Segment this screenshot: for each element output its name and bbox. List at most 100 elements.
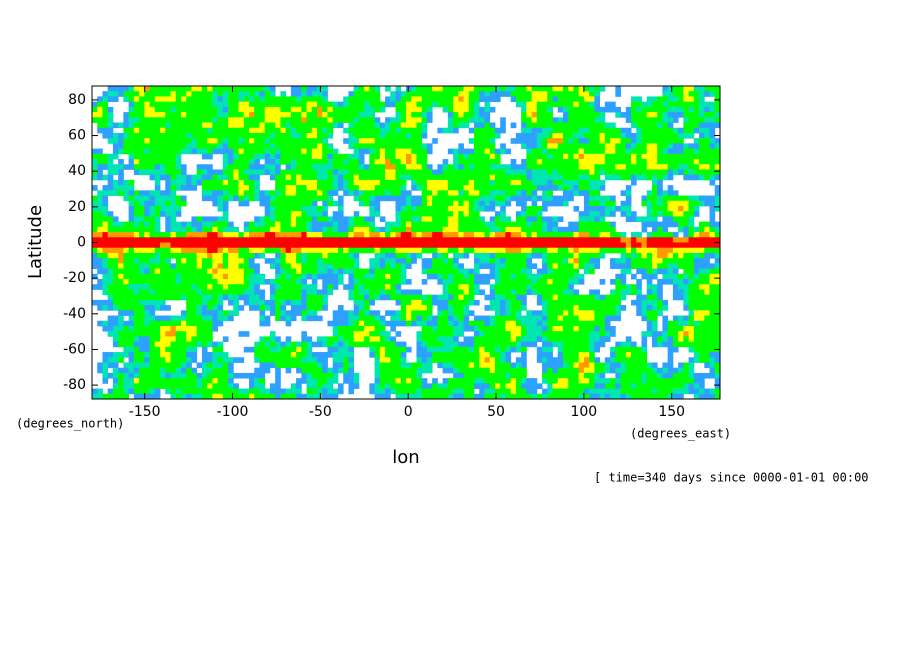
contour-cell: [170, 174, 177, 181]
contour-cell: [536, 232, 543, 238]
contour-cell: [489, 284, 496, 290]
contour-cell: [322, 169, 328, 176]
contour-cell: [280, 143, 287, 149]
contour-cell: [505, 294, 512, 301]
contour-cell: [426, 367, 433, 374]
contour-cell: [353, 86, 360, 92]
contour-cell: [573, 310, 580, 316]
contour-cell: [536, 205, 543, 212]
contour-cell: [358, 284, 365, 290]
contour-cell: [416, 122, 423, 129]
contour-cell: [180, 185, 187, 191]
contour-cell: [201, 268, 208, 275]
contour-cell: [416, 232, 423, 238]
contour-cell: [207, 305, 213, 311]
contour-cell: [201, 315, 208, 322]
contour-cell: [118, 357, 124, 363]
contour-cell: [479, 378, 485, 384]
contour-cell: [207, 388, 213, 395]
contour-cell: [317, 367, 323, 374]
contour-cell: [374, 195, 381, 202]
contour-cell: [337, 221, 344, 228]
contour-cell: [463, 106, 470, 113]
contour-cell: [453, 305, 459, 311]
contour-cell: [400, 195, 407, 202]
contour-cell: [275, 200, 281, 207]
contour-cell: [296, 86, 302, 92]
contour-cell: [406, 372, 412, 379]
contour-cell: [395, 132, 402, 139]
contour-cell: [515, 320, 522, 327]
contour-cell: [149, 346, 156, 353]
contour-cell: [144, 289, 150, 296]
contour-cell: [447, 185, 454, 191]
contour-cell: [332, 112, 339, 118]
contour-cell: [139, 148, 145, 155]
contour-cell: [489, 320, 496, 327]
contour-cell: [186, 325, 192, 332]
contour-cell: [243, 91, 250, 97]
contour-cell: [474, 383, 480, 389]
contour-cell: [515, 252, 522, 259]
contour-cell: [133, 96, 140, 103]
contour-cell: [196, 273, 203, 280]
contour-cell: [568, 143, 574, 149]
contour-cell: [269, 122, 276, 129]
contour-cell: [411, 200, 417, 207]
contour-cell: [484, 331, 491, 337]
contour-cell: [175, 315, 182, 322]
contour-cell: [578, 211, 585, 217]
contour-cell: [573, 153, 580, 160]
contour-cell: [238, 179, 245, 186]
contour-cell: [217, 320, 224, 327]
contour-cell: [395, 273, 402, 280]
contour-cell: [400, 179, 407, 186]
contour-cell: [160, 132, 166, 139]
contour-cell: [426, 216, 433, 223]
contour-cell: [102, 237, 109, 243]
contour-cell: [133, 310, 140, 316]
contour-cell: [453, 148, 459, 155]
contour-cell: [385, 252, 391, 259]
contour-cell: [447, 294, 454, 301]
contour-cell: [374, 185, 381, 191]
contour-cell: [343, 179, 349, 186]
contour-cell: [243, 237, 250, 243]
contour-cell: [249, 299, 255, 306]
contour-cell: [290, 185, 297, 191]
contour-cell: [186, 117, 192, 123]
contour-cell: [123, 263, 130, 269]
contour-cell: [589, 310, 595, 316]
contour-cell: [458, 159, 464, 165]
contour-cell: [290, 299, 297, 306]
contour-cell: [557, 106, 564, 113]
contour-cell: [144, 258, 150, 264]
contour-cell: [578, 226, 585, 233]
contour-cell: [249, 117, 255, 123]
contour-cell: [416, 362, 423, 369]
contour-cell: [458, 221, 464, 228]
contour-cell: [133, 221, 140, 228]
contour-cell: [275, 388, 281, 395]
contour-cell: [317, 185, 323, 191]
contour-cell: [573, 132, 580, 139]
contour-cell: [306, 174, 313, 181]
contour-cell: [468, 289, 475, 296]
contour-cell: [217, 122, 224, 129]
contour-cell: [139, 211, 145, 217]
contour-cell: [212, 185, 218, 191]
contour-cell: [484, 346, 491, 353]
contour-cell: [212, 299, 218, 306]
contour-cell: [196, 383, 203, 389]
contour-cell: [327, 263, 334, 269]
contour-cell: [563, 258, 569, 264]
contour-cell: [583, 174, 590, 181]
contour-cell: [201, 237, 208, 243]
contour-cell: [521, 252, 527, 259]
contour-cell: [160, 258, 166, 264]
contour-cell: [521, 315, 527, 322]
contour-cell: [175, 263, 182, 269]
contour-cell: [139, 294, 145, 301]
contour-cell: [259, 127, 266, 134]
contour-cell: [515, 273, 522, 280]
